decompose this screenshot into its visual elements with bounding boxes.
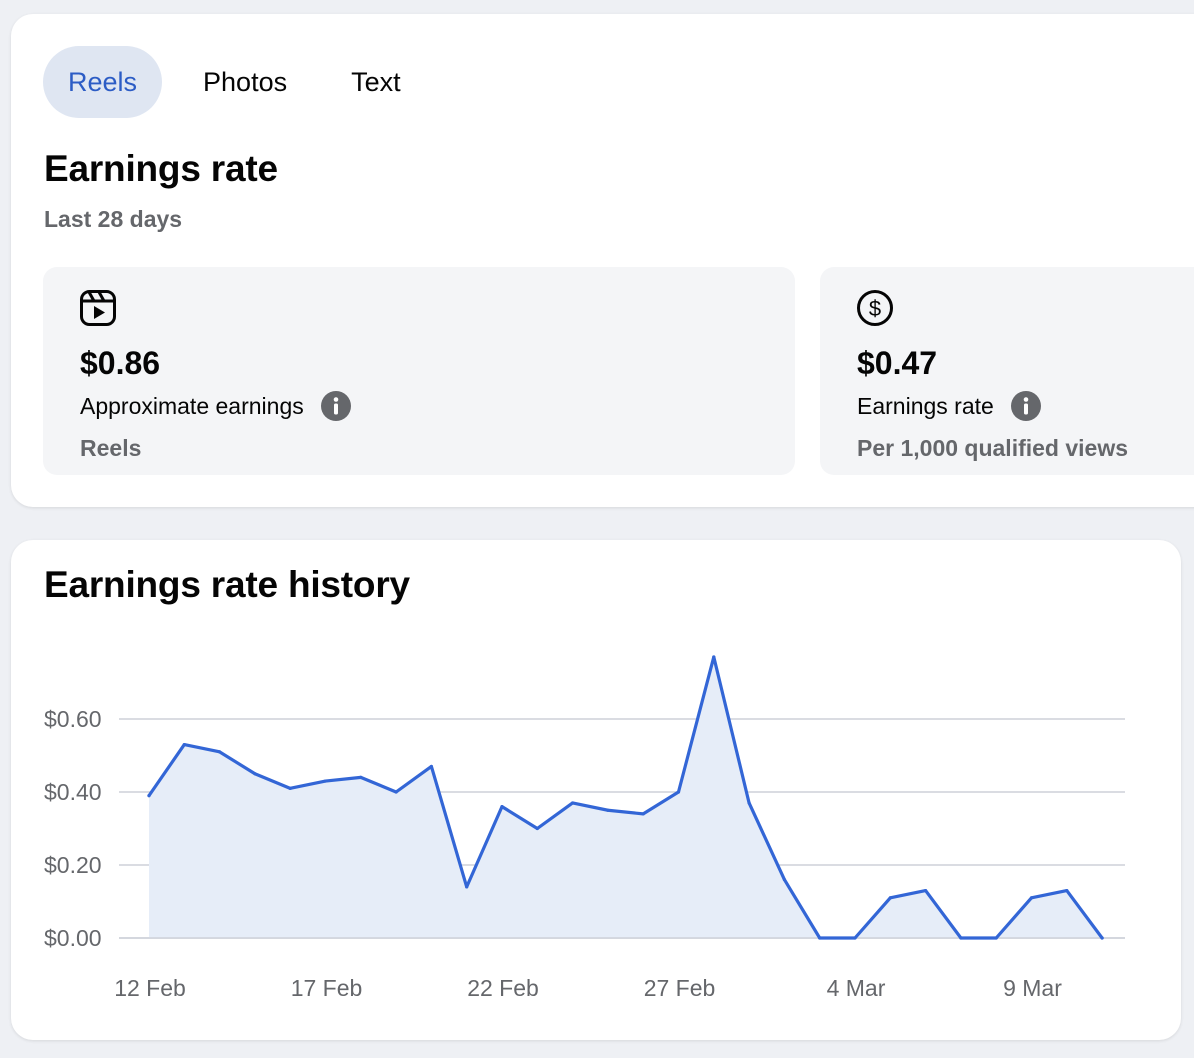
- data-point: [994, 936, 998, 940]
- earnings-rate-value: $0.47: [857, 345, 938, 381]
- y-tick-label: $0.60: [44, 706, 102, 732]
- x-tick-label: 27 Feb: [644, 975, 716, 1001]
- earnings-rate-subtext: Per 1,000 qualified views: [857, 435, 1129, 461]
- data-point: [323, 779, 328, 783]
- data-point: [1100, 936, 1104, 940]
- x-tick-label: 17 Feb: [291, 975, 363, 1001]
- y-tick-label: $0.40: [44, 779, 102, 805]
- data-point: [1029, 896, 1034, 900]
- dollar-circle-icon: $: [857, 290, 893, 326]
- series-area: [149, 656, 1103, 938]
- series-line: [147, 655, 1104, 940]
- data-point: [288, 786, 292, 790]
- data-point: [606, 808, 610, 812]
- data-point: [571, 801, 575, 805]
- y-tick-label: $0.00: [44, 925, 102, 951]
- tab-photos[interactable]: Photos: [203, 67, 288, 97]
- tab-text[interactable]: Text: [351, 67, 401, 97]
- data-point: [641, 812, 645, 816]
- data-point: [500, 805, 504, 809]
- x-tick-label: 22 Feb: [467, 975, 539, 1001]
- data-point: [888, 896, 892, 900]
- earnings-summary-card: Reels Photos Text Earnings rate Last 28 …: [11, 14, 1194, 507]
- data-point: [924, 888, 928, 893]
- x-tick-label: 9 Mar: [1003, 975, 1062, 1001]
- data-point: [782, 878, 787, 882]
- earnings-history-chart: $0.00 $0.20 $0.40 $0.60 12 Feb 17 Feb 22 Feb 27…: [44, 655, 1125, 1001]
- data-point: [253, 772, 257, 776]
- earnings-rate-label-row: Earnings rate: [857, 391, 1041, 421]
- approximate-earnings-value: $0.86: [80, 345, 161, 381]
- data-point: [853, 936, 857, 940]
- data-point: [712, 655, 716, 659]
- info-icon[interactable]: [320, 391, 351, 421]
- data-point: [676, 790, 681, 794]
- page-title: Earnings rate: [44, 148, 278, 189]
- info-icon[interactable]: [1010, 391, 1041, 421]
- data-point: [359, 775, 363, 779]
- reels-icon: [80, 290, 116, 326]
- data-point: [1065, 888, 1069, 893]
- data-point: [218, 750, 222, 754]
- x-tick-label: 12 Feb: [114, 975, 186, 1001]
- chart-title: Earnings rate history: [44, 564, 410, 605]
- y-tick-label: $0.20: [44, 852, 102, 878]
- data-point: [535, 826, 539, 831]
- content-type-tabs: Reels Photos Text: [43, 46, 442, 118]
- data-point: [182, 742, 186, 747]
- data-point: [818, 936, 822, 940]
- data-point: [959, 936, 963, 940]
- data-point: [747, 801, 751, 805]
- earnings-rate-card: $ $0.47 Earnings rate Per 1,000 qualifie…: [820, 267, 1194, 475]
- x-tick-label: 4 Mar: [827, 975, 886, 1001]
- earnings-rate-label: Earnings rate: [857, 392, 994, 419]
- data-point: [465, 885, 469, 889]
- approximate-earnings-label-row: Approximate earnings: [80, 391, 351, 421]
- data-point: [429, 764, 433, 769]
- svg-text:$: $: [869, 296, 881, 321]
- data-point: [147, 794, 151, 798]
- earnings-history-card: $0.00 $0.20 $0.40 $0.60 12 Feb 17 Feb 22 Feb 27…: [11, 540, 1181, 1040]
- approximate-earnings-subtext: Reels: [80, 435, 142, 461]
- data-point: [394, 790, 398, 794]
- tab-reels[interactable]: Reels: [43, 46, 163, 118]
- approximate-earnings-label: Approximate earnings: [80, 392, 304, 419]
- approximate-earnings-card: $0.86 Approximate earnings Reels: [43, 267, 795, 475]
- date-range-label: Last 28 days: [44, 206, 183, 232]
